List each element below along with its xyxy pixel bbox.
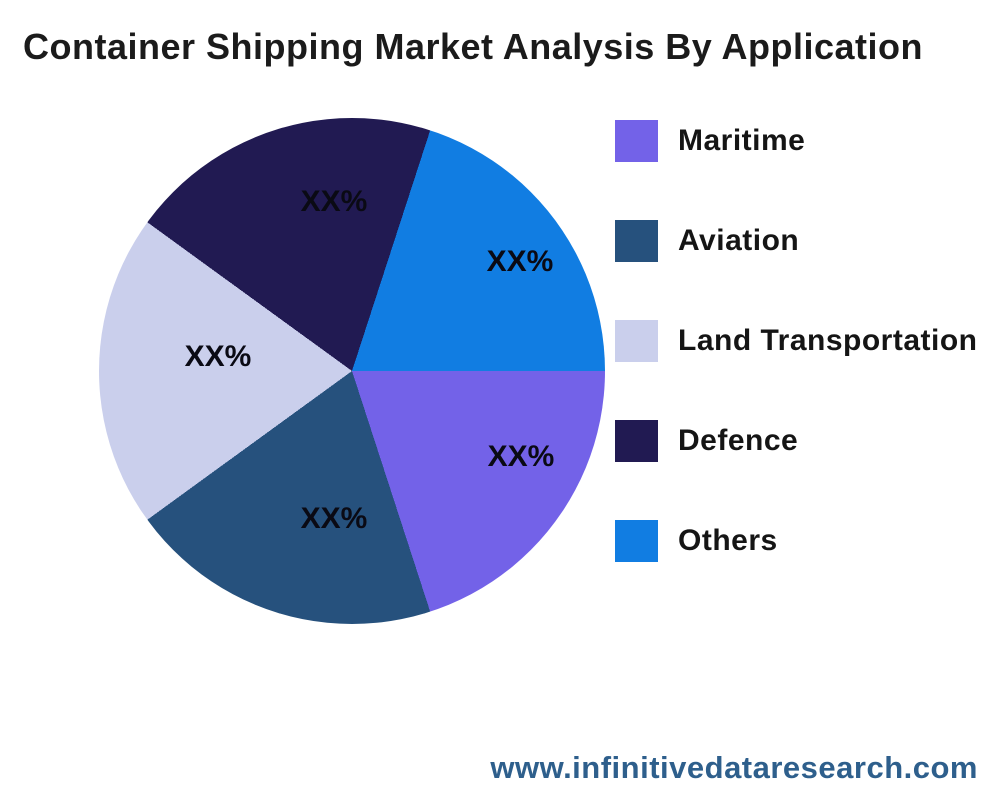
legend-swatch-maritime bbox=[615, 120, 658, 162]
legend-swatch-land-transportation bbox=[615, 320, 658, 362]
slice-label-land-transportation: XX% bbox=[184, 340, 252, 373]
slice-label-others: XX% bbox=[486, 245, 554, 278]
legend-label-aviation: Aviation bbox=[678, 224, 800, 257]
legend-item-maritime: Maritime bbox=[615, 120, 1000, 162]
slice-label-maritime: XX% bbox=[487, 440, 555, 473]
legend-item-defence: Defence bbox=[615, 420, 1000, 462]
legend-item-land-transportation: Land Transportation bbox=[615, 320, 1000, 362]
slice-label-defence: XX% bbox=[300, 185, 368, 218]
legend-swatch-aviation bbox=[615, 220, 658, 262]
legend-swatch-others bbox=[615, 520, 658, 562]
legend-label-defence: Defence bbox=[678, 424, 799, 457]
legend-swatch-defence bbox=[615, 420, 658, 462]
legend-label-others: Others bbox=[678, 524, 778, 557]
legend-item-others: Others bbox=[615, 520, 1000, 562]
page-title: Container Shipping Market Analysis By Ap… bbox=[23, 26, 923, 67]
legend-label-land-transportation: Land Transportation bbox=[678, 324, 978, 357]
chart-legend: Maritime Aviation Land Transportation De… bbox=[615, 120, 1000, 620]
slice-label-aviation: XX% bbox=[300, 502, 368, 535]
legend-label-maritime: Maritime bbox=[678, 124, 806, 157]
pie-chart bbox=[99, 118, 605, 624]
legend-item-aviation: Aviation bbox=[615, 220, 1000, 262]
website-url: www.infinitivedataresearch.com bbox=[490, 750, 978, 785]
